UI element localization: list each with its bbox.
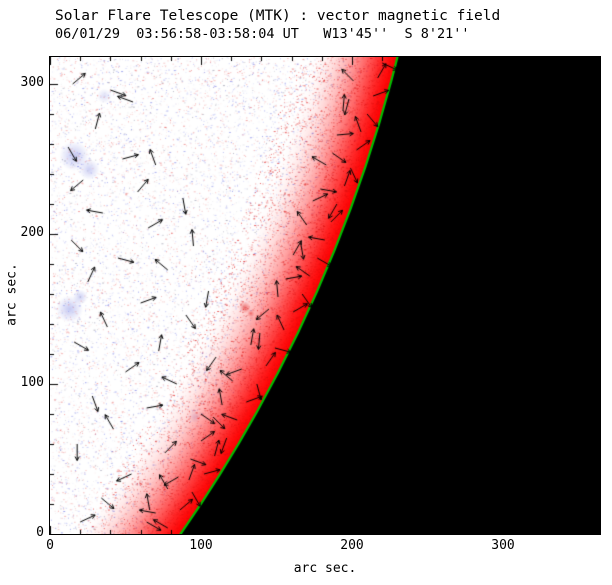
x-tick-label: 200 [340,538,364,553]
plot-title: Solar Flare Telescope (MTK) : vector mag… [55,8,501,24]
x-tick-label: 300 [491,538,515,553]
x-tick-label: 100 [189,538,213,553]
y-tick-label: 200 [20,225,44,240]
y-tick-label: 300 [20,75,44,90]
x-axis-label: arc sec. [293,561,357,576]
plot-frame [49,56,601,535]
x-tick-label: 0 [46,538,54,553]
plot-subtitle: 06/01/29 03:56:58-03:58:04 UT W13'45'' S… [55,26,470,42]
solar-magnetogram-canvas [50,57,600,534]
y-tick-label: 0 [36,525,44,540]
y-axis-label: arc sec. [4,263,20,326]
y-tick-label: 100 [20,375,44,390]
